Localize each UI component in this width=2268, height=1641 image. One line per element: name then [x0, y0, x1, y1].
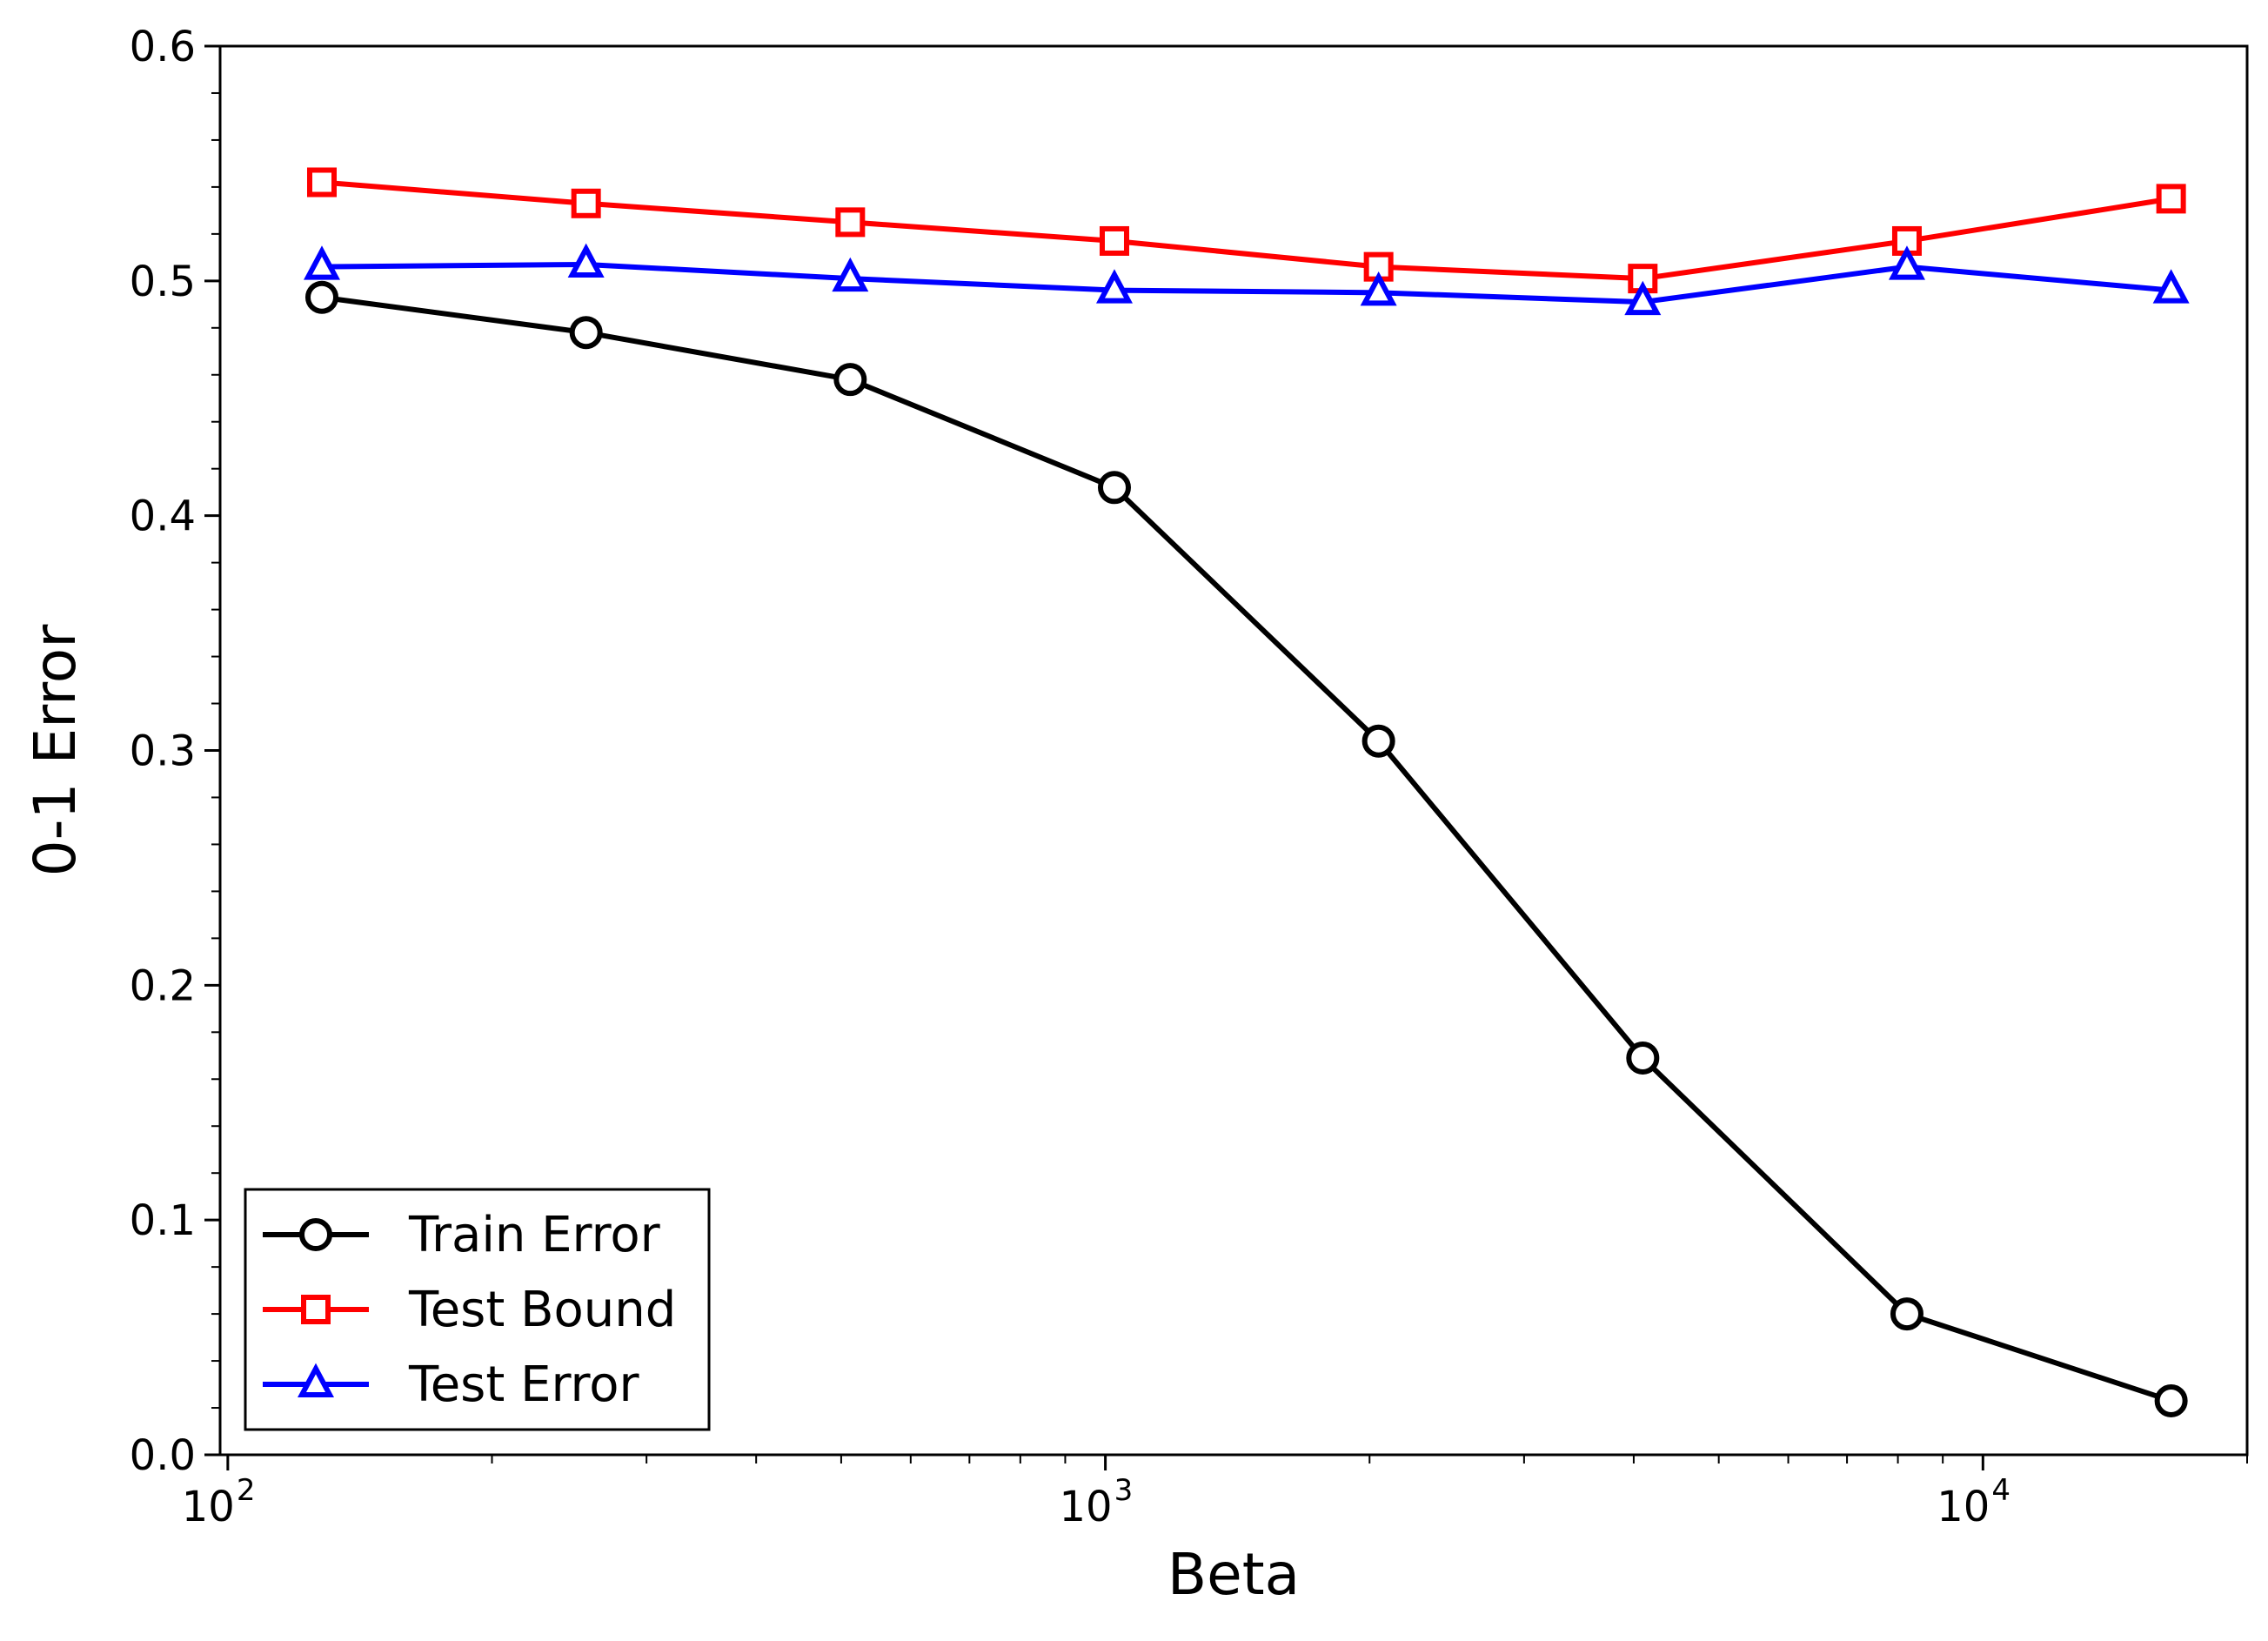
data-point-train-error [1097, 471, 1131, 505]
legend-marker [301, 1295, 331, 1324]
x-axis: 10 2 10 3 10 4 [182, 1455, 2248, 1531]
data-point-test-error [1624, 280, 1662, 316]
y-tick-label: 0.1 [130, 1196, 196, 1245]
legend-marker [298, 1363, 334, 1397]
x-axis-title: Beta [1167, 1541, 1300, 1608]
data-point-test-bound [571, 188, 601, 218]
series-line-test-bound [321, 179, 2172, 282]
data-point-test-error [2152, 269, 2190, 304]
data-point-train-error [1890, 1297, 1923, 1331]
x-tick-label: 10 3 [1060, 1473, 1134, 1531]
legend-entry: Test Bound [263, 1282, 676, 1338]
series-line-test-error [321, 261, 2171, 305]
x-tick-exponent: 4 [1991, 1473, 2010, 1508]
x-tick-label: 10 4 [1937, 1473, 2010, 1531]
x-tick-exponent: 3 [1114, 1473, 1134, 1508]
data-point-train-error [2154, 1383, 2188, 1417]
legend: Train Error Test Bound Test Error [244, 1188, 711, 1431]
y-tick-label: 0.6 [130, 23, 196, 71]
y-tick-label: 0.0 [130, 1431, 196, 1480]
legend-marker [299, 1218, 332, 1251]
x-tick-label: 10 2 [182, 1473, 256, 1531]
x-tick-exponent: 2 [237, 1473, 256, 1508]
data-point-test-error [1095, 269, 1133, 304]
data-point-test-error [303, 245, 340, 280]
y-tick-label: 0.4 [130, 492, 196, 541]
data-point-test-bound [835, 207, 866, 238]
legend-entry: Train Error [263, 1207, 661, 1263]
data-point-test-error [1360, 271, 1397, 306]
data-point-train-error [1361, 724, 1395, 758]
series-line-train-error [321, 294, 2172, 1403]
legend-label: Test Error [408, 1356, 640, 1413]
y-axis: 0.0 0.1 0.2 0.3 0.4 0.5 0.6 [130, 23, 220, 1480]
x-tick-base: 10 [1060, 1483, 1113, 1531]
legend-label: Test Bound [408, 1282, 676, 1338]
y-tick-label: 0.3 [130, 727, 196, 776]
series-lines [321, 179, 2172, 1403]
data-point-test-error [567, 243, 605, 278]
legend-entry: Test Error [263, 1356, 640, 1413]
data-point-test-error [1888, 245, 1925, 280]
data-point-train-error [833, 363, 867, 397]
data-point-test-bound [306, 167, 337, 198]
data-point-test-error [832, 257, 869, 292]
data-point-train-error [304, 280, 338, 314]
y-tick-label: 0.2 [130, 961, 196, 1010]
data-point-test-bound [1099, 225, 1129, 256]
data-point-train-error [569, 316, 603, 350]
x-tick-base: 10 [1937, 1483, 1990, 1531]
legend-label: Train Error [408, 1207, 661, 1263]
x-tick-base: 10 [182, 1483, 235, 1531]
data-point-train-error [1626, 1041, 1660, 1075]
y-axis-title: 0-1 Error [22, 624, 89, 877]
data-point-test-bound [2156, 184, 2186, 214]
y-tick-label: 0.5 [130, 258, 196, 306]
series-markers [303, 167, 2190, 1417]
